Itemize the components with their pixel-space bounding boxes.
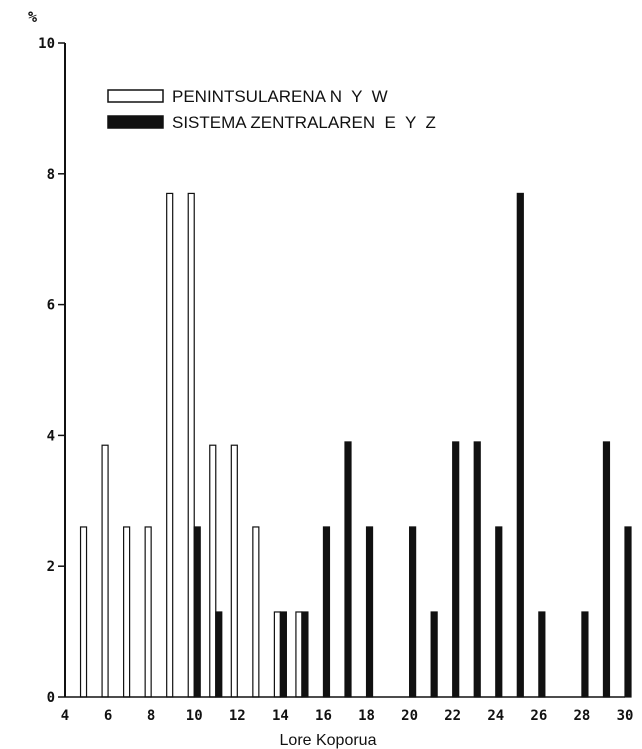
bar-sistema-zentralaren [430,611,438,698]
x-tick-label: 6 [104,708,112,724]
x-tick-label: 4 [61,708,69,724]
legend-swatch-solid [107,115,164,129]
x-axis-label: Lore Koporua [280,732,377,749]
legend-swatch-hollow [107,89,164,103]
y-tick-label: 10 [38,36,55,52]
x-tick-label: 26 [530,708,547,724]
bar-sistema-zentralaren [215,611,223,698]
bar-sistema-zentralaren [301,611,309,698]
y-tick-label: 2 [47,559,55,575]
bar-sistema-zentralaren [495,526,503,698]
y-tick-label: 4 [47,428,55,444]
bar-sistema-zentralaren [516,192,524,698]
bar-sistema-zentralaren [193,526,201,698]
x-ticks: 4 6 8 10 12 14 16 18 20 22 24 26 28 30 [61,708,634,724]
bar-sistema-zentralaren [322,526,331,698]
x-tick-label: 10 [186,708,203,724]
bar-sistema-zentralaren [581,611,589,698]
x-tick-label: 18 [358,708,375,724]
bar-sistema-zentralaren [279,611,287,698]
legend-label-2: SISTEMA ZENTRALAREN E Y Z [172,113,436,132]
y-tick-label: 8 [47,167,55,183]
x-tick-label: 12 [229,708,246,724]
x-tick-label: 16 [315,708,332,724]
bar-penintsularena [187,192,195,698]
x-tick-label: 8 [147,708,155,724]
bar-sistema-zentralaren [452,441,460,698]
bar-penintsularena [295,611,303,698]
legend-label-1: PENINTSULARENA N Y W [172,87,388,106]
bar-penintsularena [273,611,281,698]
bar-penintsularena [101,444,109,698]
bar-penintsularena [166,192,174,698]
x-tick-label: 28 [573,708,590,724]
bar-sistema-zentralaren [365,526,374,698]
bar-sistema-zentralaren [344,441,352,698]
bar-penintsularena [144,526,152,698]
y-unit-label: % [28,8,37,26]
bar-penintsularena [79,526,88,698]
y-tick-label: 6 [47,298,55,314]
x-tick-label: 14 [272,708,289,724]
bar-penintsularena [123,526,131,698]
y-ticks: 0 2 4 6 8 10 [38,36,65,706]
bar-sistema-zentralaren [602,441,611,698]
bar-penintsularena [230,444,238,698]
bar-penintsularena [252,526,260,698]
axes-layer [64,43,625,698]
x-tick-label: 30 [617,708,634,724]
bar-penintsularena [209,444,217,698]
bar-sistema-zentralaren [624,526,632,698]
y-tick-label: 0 [47,690,55,706]
bar-sistema-zentralaren [538,611,546,698]
x-tick-label: 20 [401,708,418,724]
bar-sistema-zentralaren [409,526,417,698]
legend: PENINTSULARENA N Y W SISTEMA ZENTRALAREN… [107,87,436,132]
bar-sistema-zentralaren [473,441,481,698]
bars-layer [79,192,632,698]
x-tick-label: 24 [487,708,504,724]
x-tick-label: 22 [444,708,461,724]
